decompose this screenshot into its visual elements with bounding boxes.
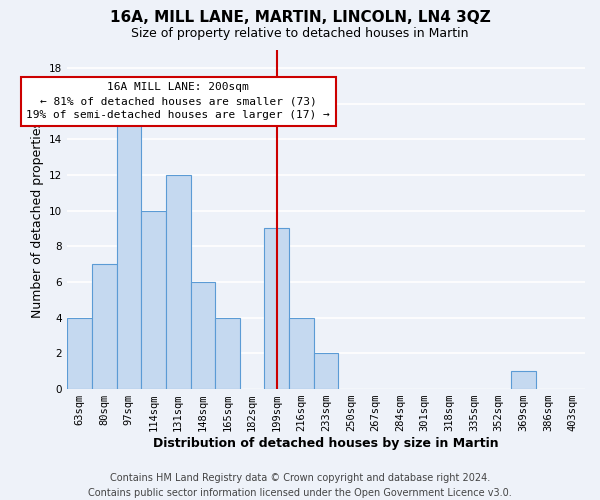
Text: Size of property relative to detached houses in Martin: Size of property relative to detached ho…	[131, 28, 469, 40]
Bar	[67, 318, 92, 389]
Y-axis label: Number of detached properties: Number of detached properties	[31, 121, 44, 318]
Bar	[166, 175, 191, 389]
Text: Contains HM Land Registry data © Crown copyright and database right 2024.
Contai: Contains HM Land Registry data © Crown c…	[88, 472, 512, 498]
Bar	[265, 228, 289, 389]
Bar	[314, 354, 338, 389]
Text: 16A MILL LANE: 200sqm
← 81% of detached houses are smaller (73)
19% of semi-deta: 16A MILL LANE: 200sqm ← 81% of detached …	[26, 82, 330, 120]
Bar	[92, 264, 116, 389]
X-axis label: Distribution of detached houses by size in Martin: Distribution of detached houses by size …	[154, 437, 499, 450]
Bar	[215, 318, 240, 389]
Text: 16A, MILL LANE, MARTIN, LINCOLN, LN4 3QZ: 16A, MILL LANE, MARTIN, LINCOLN, LN4 3QZ	[110, 10, 490, 25]
Bar	[141, 210, 166, 389]
Bar	[191, 282, 215, 389]
Bar	[289, 318, 314, 389]
Bar	[511, 371, 536, 389]
Bar	[116, 122, 141, 389]
